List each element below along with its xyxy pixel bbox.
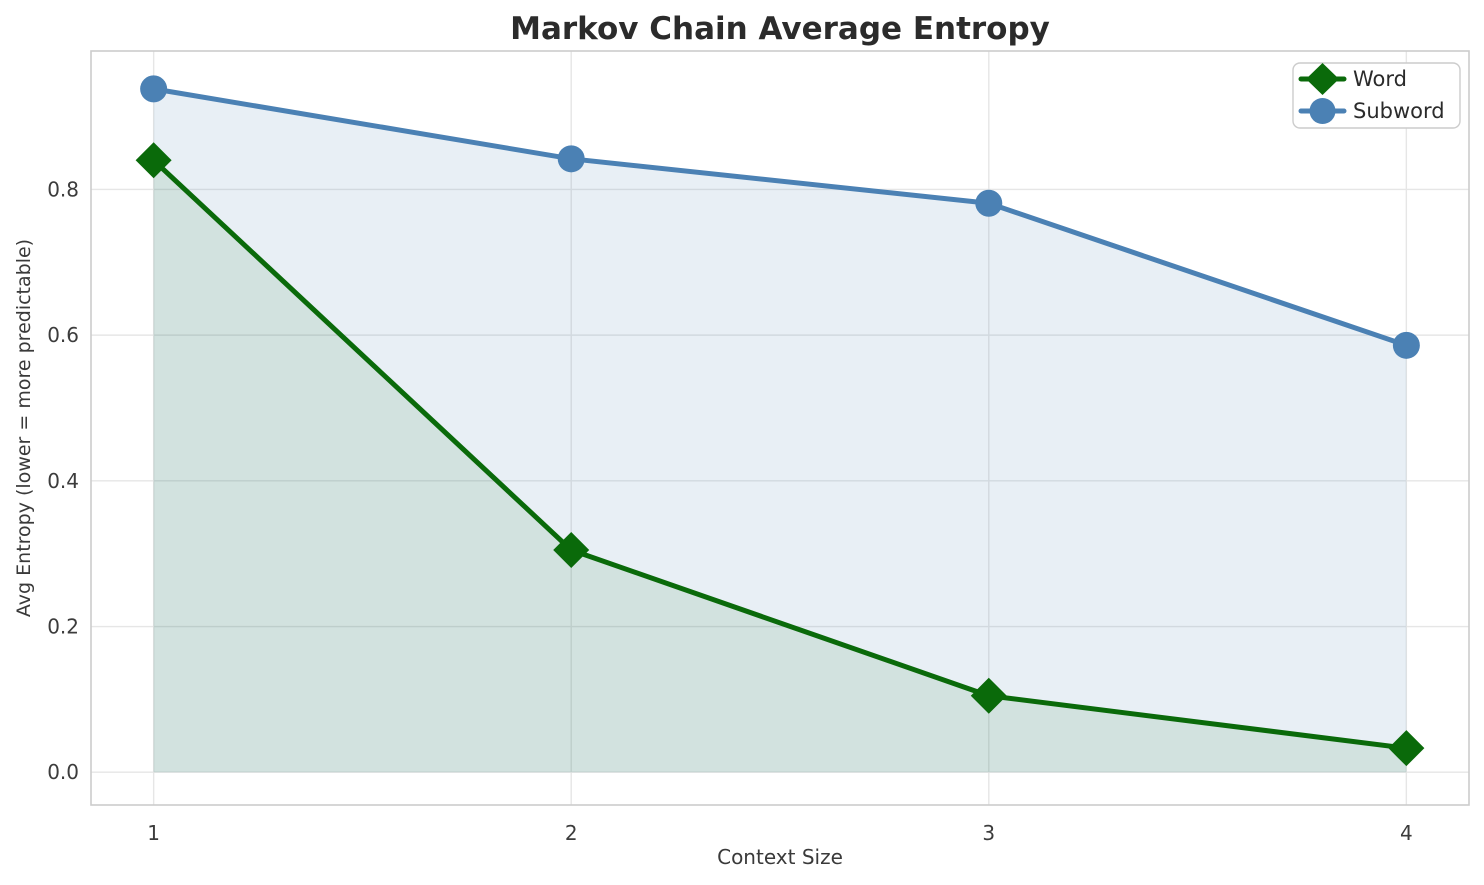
legend-label-subword: Subword [1353,99,1445,123]
y-tick-label: 0.8 [47,177,79,201]
word-data-point [1388,730,1425,767]
y-tick-label: 0.0 [47,760,79,784]
grid-lines [91,51,1469,805]
x-tick-label: 2 [565,821,578,845]
legend-label-word: Word [1353,67,1407,91]
data-series [135,75,1425,767]
y-tick-labels: 0.0 0.2 0.4 0.6 0.8 [47,177,79,784]
word-area-fill [153,160,1407,773]
y-tick-label: 0.4 [47,469,79,493]
y-tick-label: 0.6 [47,323,79,347]
word-series-line [151,157,1409,751]
area-fills [153,88,1407,773]
word-data-point [970,677,1007,714]
legend: Word Subword [1292,62,1461,129]
x-tick-label: 1 [147,821,160,845]
y-tick-label: 0.2 [47,615,79,639]
subword-circle-icon [1309,98,1336,124]
word-diamond-icon [1306,63,1339,95]
subword-data-point [1392,331,1420,359]
legend-entry-subword: Subword [1298,98,1445,124]
plot-border [90,50,1470,806]
subword-data-point [140,75,168,103]
subword-data-point [975,189,1003,217]
subword-data-point [557,145,585,173]
x-tick-label: 3 [982,821,995,845]
chart-title: Markov Chain Average Entropy [510,11,1050,47]
legend-entry-word: Word [1298,63,1407,95]
x-tick-labels: 1 2 3 4 [147,821,1412,845]
x-tick-label: 4 [1400,821,1413,845]
word-data-point [553,532,590,569]
y-axis-label: Avg Entropy (lower = more predictable) [13,239,35,617]
word-data-point [135,142,172,179]
x-axis-label: Context Size [717,845,843,869]
subword-area-fill [153,88,1407,773]
subword-series-line [151,86,1409,348]
